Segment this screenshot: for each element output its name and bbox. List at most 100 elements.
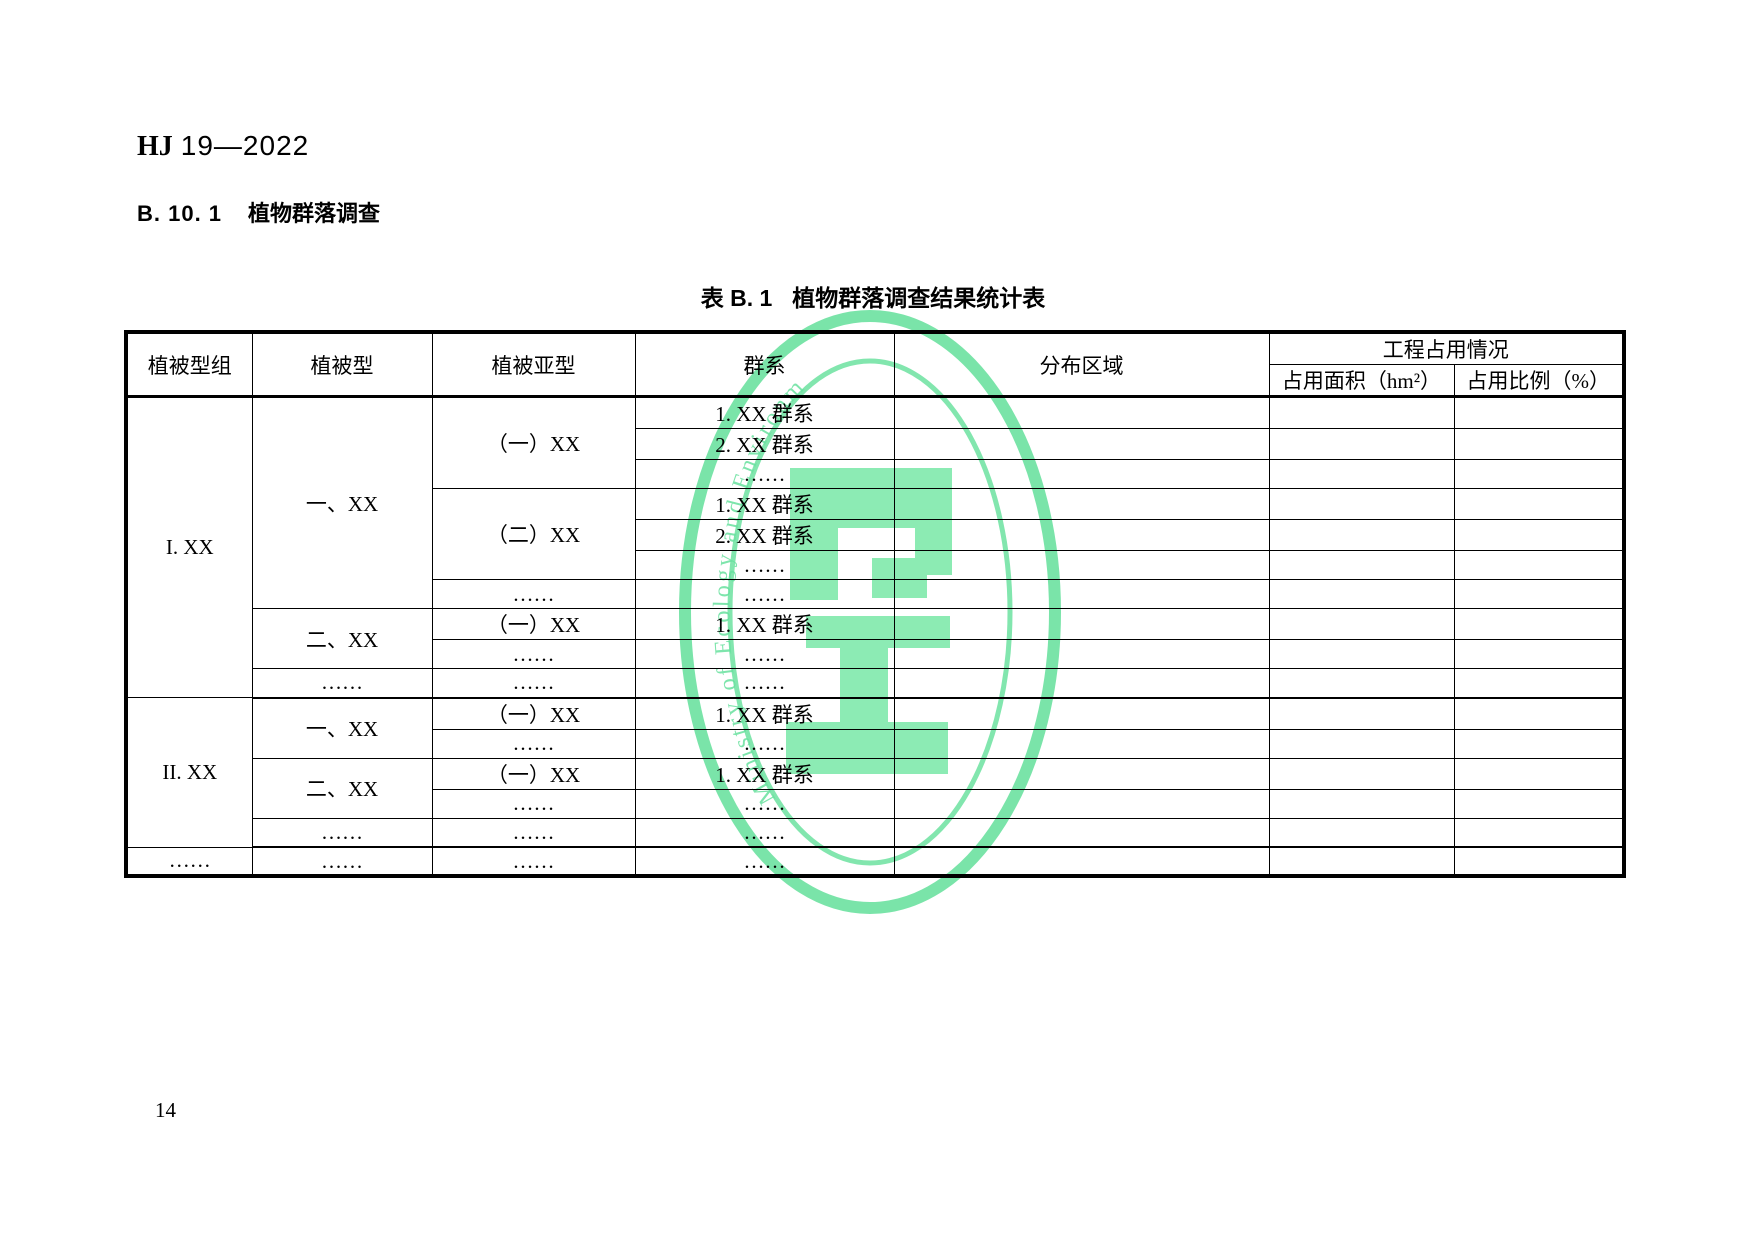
table-cell: 1. XX 群系 — [634, 697, 895, 730]
table-cell-empty — [1453, 488, 1625, 520]
table-row: II. XX 一、XX （一）XX 1. XX 群系 — [125, 697, 1625, 848]
table-cell: 二、XX — [251, 608, 433, 669]
table-cell: 2. XX 群系 — [634, 428, 895, 460]
table-cell-empty — [1268, 579, 1455, 609]
table-cell-empty — [1268, 639, 1455, 669]
table-cell: …… — [431, 579, 636, 609]
table-cell-empty — [1453, 579, 1625, 609]
section-number: B. 10. 1 — [137, 201, 223, 226]
table-cell: …… — [634, 550, 895, 580]
table-cell-empty — [893, 459, 1270, 489]
table-cell-empty — [1268, 668, 1455, 699]
section-heading: B. 10. 1 植物群落调查 — [137, 196, 380, 228]
header-occupied-ratio: 占用比例（%） — [1453, 364, 1625, 397]
table-cell: 1. XX 群系 — [634, 608, 895, 640]
table-cell-empty — [1268, 395, 1455, 429]
table-row: 二、XX （一）XX 1. XX 群系 — [126, 757, 1625, 819]
results-table: 植被型组 植被型 植被亚型 群系 分布区域 工程占用情况 占用面积（hm²） 占… — [124, 330, 1626, 878]
table-cell-empty — [1453, 395, 1625, 429]
table-cell-empty — [1453, 668, 1625, 699]
table-cell: …… — [634, 846, 895, 877]
table-cell-empty — [1268, 757, 1455, 790]
table-cell: …… — [431, 846, 636, 877]
table-cell: 1. XX 群系 — [634, 395, 895, 429]
table-cell-empty — [1268, 728, 1455, 759]
table-cell-empty — [893, 519, 1270, 551]
table-cell-empty — [893, 846, 1270, 877]
header-veg-type-group: 植被型组 — [125, 331, 253, 397]
table-cell-empty — [1453, 428, 1625, 460]
header-veg-type: 植被型 — [251, 331, 433, 397]
table-cell: …… — [634, 639, 895, 669]
table-cell-empty — [1453, 519, 1625, 551]
table-row: （二）XX 1. XX 群系 — [126, 488, 1625, 580]
table-caption: 表 B. 1 植物群落调查结果统计表 — [124, 279, 1622, 313]
table-cell: …… — [431, 668, 636, 699]
table-cell: 1. XX 群系 — [634, 757, 895, 790]
table-cell: …… — [251, 846, 433, 877]
table-cell-empty — [893, 608, 1270, 640]
table-cell: （二）XX — [431, 488, 636, 580]
table-cell-empty — [1268, 550, 1455, 580]
table-cell-empty — [893, 788, 1270, 819]
table-cell: 二、XX — [251, 757, 433, 819]
table-cell-empty — [1453, 757, 1625, 790]
header-occupation-group: 工程占用情况 — [1268, 331, 1625, 365]
table-cell-empty — [1453, 639, 1625, 669]
standard-code: HJ 19—2022 — [137, 130, 309, 163]
table-cell: II. XX — [125, 697, 253, 848]
table-cell: …… — [431, 728, 636, 759]
table-cell: …… — [634, 459, 895, 489]
table-row: 二、XX （一）XX 1. XX 群系 — [126, 608, 1625, 669]
table-cell-empty — [893, 639, 1270, 669]
header-distribution-area: 分布区域 — [893, 331, 1270, 397]
header-veg-subtype: 植被亚型 — [431, 331, 636, 397]
table-header: 植被型组 植被型 植被亚型 群系 分布区域 工程占用情况 占用面积（hm²） 占… — [125, 331, 1625, 397]
table-cell-empty — [1268, 428, 1455, 460]
header-row-1: 植被型组 植被型 植被亚型 群系 分布区域 工程占用情况 — [125, 331, 1625, 397]
table-cell-empty — [1268, 459, 1455, 489]
header-formation: 群系 — [634, 331, 895, 397]
header-occupied-area: 占用面积（hm²） — [1268, 364, 1455, 397]
table-row: ……………… — [126, 817, 1625, 848]
table-cell: …… — [431, 788, 636, 819]
table-cell-empty — [893, 817, 1270, 848]
table-cell: …… — [634, 579, 895, 609]
table-cell-empty — [1268, 697, 1455, 730]
table-cell-empty — [1453, 550, 1625, 580]
table-cell-empty — [893, 728, 1270, 759]
table-cell-empty — [893, 550, 1270, 580]
table-cell-empty — [1268, 608, 1455, 640]
table-cell-empty — [1453, 459, 1625, 489]
table-row: …………………… — [125, 846, 1625, 877]
table-cell: 一、XX — [251, 395, 433, 609]
table-cell-empty — [893, 488, 1270, 520]
table-row: ……………… — [126, 668, 1625, 699]
table-cell: …… — [634, 788, 895, 819]
table-cell-empty — [1453, 697, 1625, 730]
table-cell: 1. XX 群系 — [634, 488, 895, 520]
table-cell: …… — [634, 728, 895, 759]
table-cell: （一）XX — [431, 608, 636, 640]
table-caption-label: 表 B. 1 — [700, 285, 773, 311]
table-cell-empty — [893, 428, 1270, 460]
table-cell: 一、XX — [251, 697, 433, 759]
table-caption-title: 植物群落调查结果统计表 — [792, 285, 1046, 311]
table-cell-empty — [893, 697, 1270, 730]
results-table-wrapper: 植被型组 植被型 植被亚型 群系 分布区域 工程占用情况 占用面积（hm²） 占… — [124, 330, 1626, 878]
page-number: 14 — [155, 1098, 176, 1122]
table-cell-empty — [1268, 817, 1455, 848]
table-row: I. XX 一、XX （一）XX 1. XX 群系 — [125, 395, 1625, 698]
header-row-2: 占用面积（hm²） 占用比例（%） — [126, 364, 1625, 397]
table-cell: …… — [634, 817, 895, 848]
table-cell-empty — [1453, 728, 1625, 759]
table-cell-empty — [1268, 519, 1455, 551]
table-cell: I. XX — [125, 395, 253, 698]
table-cell: …… — [125, 846, 253, 877]
section-title: 植物群落调查 — [248, 201, 381, 226]
table-cell-empty — [1453, 608, 1625, 640]
table-cell: …… — [634, 668, 895, 699]
table-cell: （一）XX — [431, 395, 636, 489]
table-cell: …… — [251, 817, 433, 848]
table-cell-empty — [1453, 788, 1625, 819]
